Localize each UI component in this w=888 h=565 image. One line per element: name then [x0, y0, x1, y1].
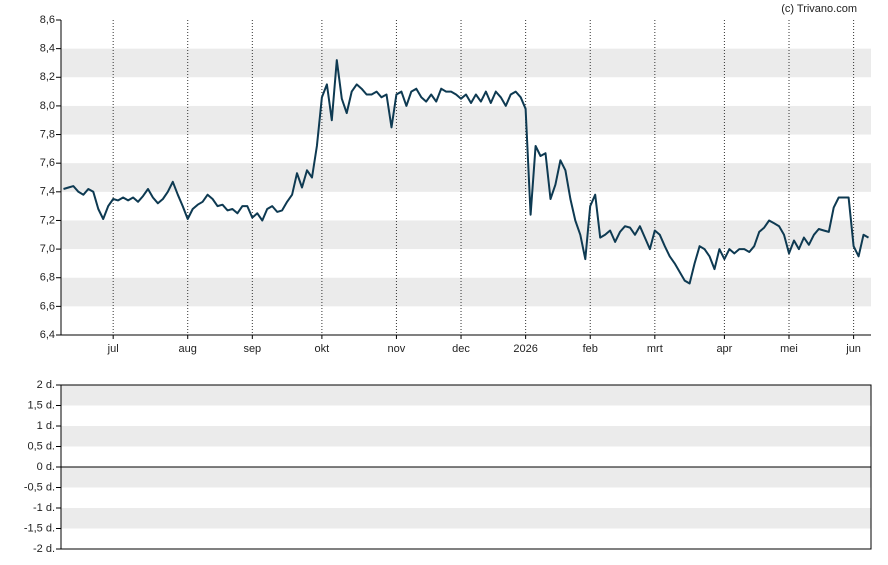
grid-band — [61, 467, 871, 488]
credit: (c) Trivano.com — [781, 3, 857, 15]
x-tick-label: aug — [179, 343, 197, 355]
x-tick-label: jul — [107, 343, 119, 355]
grid-band — [61, 277, 871, 307]
x-tick-label: jun — [845, 343, 861, 355]
y-tick-label: 7,6 — [40, 157, 55, 169]
y-tick-label: 8,6 — [40, 14, 55, 26]
x-tick-label: okt — [315, 343, 330, 355]
y-tick-label: 8,0 — [40, 100, 55, 112]
x-tick-label: feb — [583, 343, 598, 355]
y-tick-label: 1 d. — [37, 420, 55, 432]
grid-band — [61, 48, 871, 78]
x-tick-label: dec — [452, 343, 470, 355]
grid-band — [61, 385, 871, 406]
y-tick-label: 8,4 — [40, 43, 55, 55]
grid-band — [61, 426, 871, 447]
y-tick-label: 8,2 — [40, 71, 55, 83]
y-tick-label: 7,4 — [40, 186, 55, 198]
y-tick-label: 7,0 — [40, 243, 55, 255]
x-tick-label: apr — [716, 343, 732, 355]
grid-band — [61, 163, 871, 192]
grid-band — [61, 105, 871, 135]
y-tick-label: -1 d. — [33, 502, 55, 514]
y-tick-label: 6,6 — [40, 300, 55, 312]
plot-border — [60, 384, 872, 550]
y-tick-label: 0,5 d. — [27, 440, 55, 452]
y-tick-label: 2 d. — [37, 379, 55, 391]
y-tick-label: 6,8 — [40, 272, 55, 284]
x-tick-label: mei — [780, 343, 798, 355]
price-line — [63, 59, 869, 285]
y-tick-label: -2 d. — [33, 543, 55, 555]
y-tick-label: 6,4 — [40, 329, 55, 341]
grid-band — [61, 508, 871, 529]
y-tick-label: 7,8 — [40, 128, 55, 140]
y-tick-label: 0 d. — [37, 461, 55, 473]
x-tick-label: nov — [388, 343, 406, 355]
grid-band — [61, 220, 871, 250]
y-tick-label: 1,5 d. — [27, 399, 55, 411]
y-tick-label: -0,5 d. — [24, 481, 55, 493]
y-tick-label: 7,2 — [40, 214, 55, 226]
y-tick-label: -1,5 d. — [24, 522, 55, 534]
x-tick-label: 2026 — [513, 343, 537, 355]
x-tick-label: mrt — [647, 343, 663, 355]
x-tick-label: sep — [243, 343, 261, 355]
